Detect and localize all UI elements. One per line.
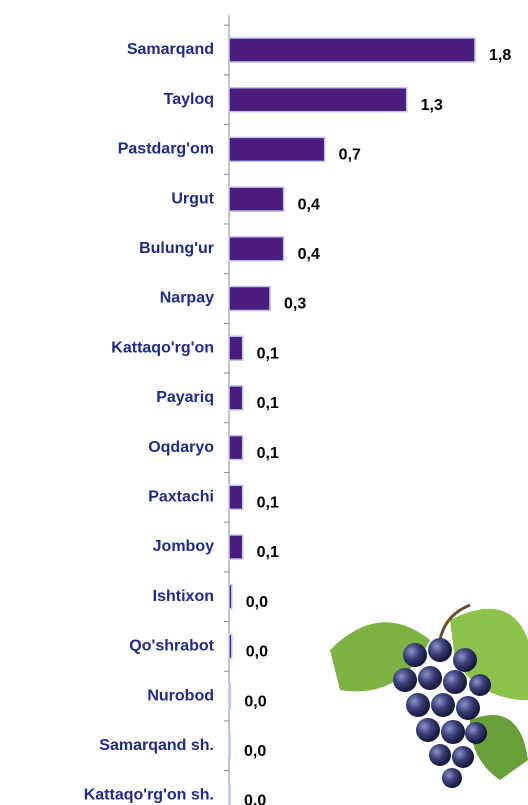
bar: [228, 136, 326, 163]
category-label: Jomboy: [153, 538, 214, 555]
value-label: 0,0: [246, 594, 268, 611]
bar: [228, 484, 244, 511]
value-label: 0,0: [244, 693, 266, 710]
value-label: 1,3: [421, 97, 443, 114]
value-label: 0,7: [339, 147, 361, 164]
category-label: Narpay: [160, 290, 214, 307]
category-label: Oqdaryo: [148, 439, 214, 456]
category-label: Kattaqo'rg'on sh.: [84, 787, 214, 804]
bar: [228, 186, 285, 212]
bar: [228, 733, 231, 759]
value-label: 1,8: [489, 47, 511, 64]
grape-illustration: [330, 603, 528, 788]
bar: [228, 335, 244, 361]
bar: [228, 236, 285, 262]
category-label: Kattaqo'rg'on: [111, 339, 214, 356]
bar: [228, 633, 233, 660]
value-label: 0,0: [244, 793, 266, 805]
category-label: Ishtixon: [153, 588, 214, 605]
value-label: 0,3: [284, 296, 306, 313]
category-label: Paxtachi: [148, 489, 214, 506]
value-label: 0,4: [298, 246, 320, 263]
bar: [228, 86, 408, 113]
category-label: Tayloq: [164, 91, 214, 108]
value-label: 0,0: [244, 743, 266, 760]
value-label: 0,0: [246, 644, 268, 661]
value-label: 0,1: [257, 445, 279, 462]
value-label: 0,1: [257, 395, 279, 412]
bar: [228, 583, 233, 610]
bar: [228, 37, 476, 63]
bar: [228, 782, 231, 805]
category-label: Samarqand: [127, 41, 214, 58]
category-label: Payariq: [156, 389, 214, 406]
bar: [228, 285, 271, 312]
bar: [228, 434, 244, 461]
category-label: Bulung'ur: [139, 240, 214, 257]
category-label: Urgut: [171, 190, 214, 207]
category-label: Samarqand sh.: [99, 737, 214, 754]
bar: [228, 683, 232, 709]
bar: [228, 385, 244, 411]
value-label: 0,1: [257, 495, 279, 512]
value-label: 0,4: [298, 196, 320, 213]
category-label: Qo'shrabot: [129, 638, 214, 655]
bar: [228, 534, 244, 560]
category-label: Pastdarg'om: [118, 141, 214, 158]
value-label: 0,1: [257, 345, 279, 362]
value-label: 0,1: [257, 544, 279, 561]
category-label: Nurobod: [147, 687, 214, 704]
